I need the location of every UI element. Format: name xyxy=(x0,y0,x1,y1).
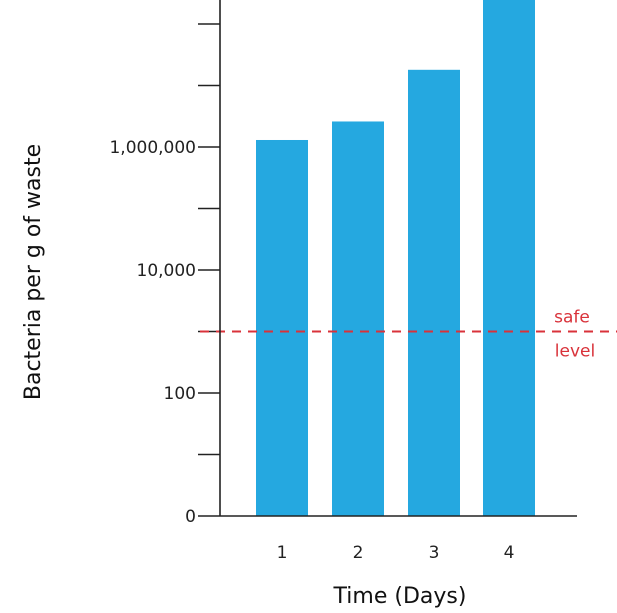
y-tick-label: 10,000 xyxy=(137,261,196,281)
x-tick-label: 3 xyxy=(429,543,440,563)
safe-level-label-bottom: level xyxy=(555,342,595,362)
safe-level-label-top: safe xyxy=(554,308,590,328)
x-axis-title: Time (Days) xyxy=(333,584,467,609)
x-tick-label: 1 xyxy=(277,543,288,563)
y-axis-title: Bacteria per g of waste xyxy=(21,144,46,400)
bar-day-2 xyxy=(332,121,384,517)
bar-day-4 xyxy=(483,0,535,516)
bar-day-3 xyxy=(408,69,460,516)
x-tick-label: 2 xyxy=(353,543,364,563)
x-tick-label: 4 xyxy=(504,543,515,563)
y-tick-label: 1,000,000 xyxy=(109,138,196,158)
y-tick-label: 100 xyxy=(164,384,196,404)
bar-day-1 xyxy=(256,139,308,516)
y-tick-label: 0 xyxy=(185,507,196,527)
x-axis-ticks: 1 2 3 4 xyxy=(277,543,515,563)
bars xyxy=(256,0,535,517)
